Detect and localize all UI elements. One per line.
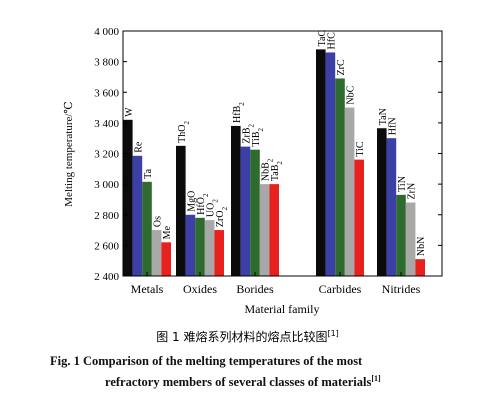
bar-label: TaB2: [270, 161, 284, 182]
y-tick-label: 3 400: [94, 118, 119, 130]
x-axis-ticks: Metals Oxides Borides Carbides Nitrides: [131, 272, 421, 296]
bar-label: ThO2: [177, 121, 191, 143]
bar-label: W: [124, 107, 135, 117]
bar-label: TiC: [355, 141, 366, 157]
bar-label: NbC: [346, 85, 357, 104]
bar-nbn: [415, 259, 425, 276]
bar-hfc: [325, 52, 336, 276]
y-tick-label: 2 600: [94, 240, 119, 252]
bar-zrn: [405, 202, 416, 276]
bar-label: TaN: [378, 108, 389, 125]
caption-zh: 图 1 难熔系列材料的熔点比较图[1]: [0, 328, 495, 345]
x-axis-label: Material family: [245, 302, 320, 316]
bar-label: Re: [133, 141, 144, 153]
x-category-label: Nitrides: [382, 282, 421, 296]
bar-os: [151, 230, 162, 276]
bar-label: TiB2: [251, 127, 265, 146]
bar-uo2: [204, 220, 215, 276]
bar-zrb2: [240, 146, 251, 276]
caption-zh-text: 图 1 难熔系列材料的熔点比较图: [156, 330, 328, 344]
x-category-label: Borides: [236, 282, 274, 296]
caption-en-line2: refractory members of several classes of…: [105, 375, 372, 390]
caption-en-line1: Fig. 1 Comparison of the melting tempera…: [50, 354, 363, 368]
y-tick-label: 4 000: [94, 26, 119, 38]
bar-hfo2: [195, 217, 205, 276]
bar-label: ZrB2: [241, 124, 255, 144]
x-category-label: Oxides: [183, 282, 217, 296]
bar-label: MgO: [186, 191, 197, 212]
bar-me: [161, 242, 171, 276]
caption-en: Fig. 1 Comparison of the melting tempera…: [50, 352, 381, 391]
bar-label: NbB2: [261, 158, 275, 181]
bar-mgo: [185, 214, 196, 276]
bar-label: HfO2: [196, 193, 210, 215]
x-category-label: Carbides: [319, 282, 362, 296]
y-tick-label: 2 400: [94, 271, 119, 283]
bar-tic: [354, 159, 364, 276]
caption-en-ref: [1]: [371, 374, 381, 383]
y-tick-label: 2 800: [94, 210, 119, 222]
x-category-label: Metals: [131, 282, 164, 296]
bar-label: ZrO2: [215, 206, 229, 227]
bar-label: HfN: [387, 117, 398, 135]
bar-label: Ta: [143, 168, 154, 178]
bar-label: TaC: [317, 30, 328, 47]
bar-label: NbN: [416, 237, 427, 256]
bar-nbb2: [259, 184, 270, 276]
bar-tab2: [269, 184, 279, 276]
bar-zro2: [214, 230, 224, 276]
bar-hfb2: [231, 125, 241, 276]
bar-tib2: [250, 149, 260, 276]
bar-ta: [142, 181, 152, 276]
bar-tac: [316, 49, 326, 276]
bar-label: HfC: [326, 32, 337, 50]
bar-zrc: [335, 78, 345, 276]
y-axis-label: Melting temperature/℃: [63, 101, 75, 206]
bar-tin: [396, 194, 406, 276]
bar-label: Me: [162, 225, 173, 239]
bar-nbc: [344, 107, 355, 276]
bar-label: TiN: [397, 176, 408, 192]
bar-w: [123, 119, 133, 276]
bar-tan: [377, 128, 387, 276]
bars-layer: [123, 49, 425, 276]
caption-zh-ref: [1]: [327, 329, 339, 338]
bar-tho2: [176, 145, 186, 276]
y-tick-label: 3 000: [94, 179, 119, 191]
bar-label: UO2: [206, 199, 220, 217]
bar-re: [132, 155, 143, 276]
y-tick-label: 3 600: [94, 87, 119, 99]
y-tick-label: 3 200: [94, 149, 119, 161]
bar-label: Os: [153, 216, 164, 227]
bar-label: ZrC: [336, 59, 347, 75]
y-tick-label: 3 800: [94, 57, 119, 69]
y-axis-ticks: 2 400 2 600 2 800 3 000 3 200 3 400 3 600 3 800…: [94, 26, 442, 283]
bar-label: HfB2: [232, 102, 246, 123]
bar-hfn: [386, 138, 397, 276]
bar-label: ZrN: [407, 183, 418, 200]
